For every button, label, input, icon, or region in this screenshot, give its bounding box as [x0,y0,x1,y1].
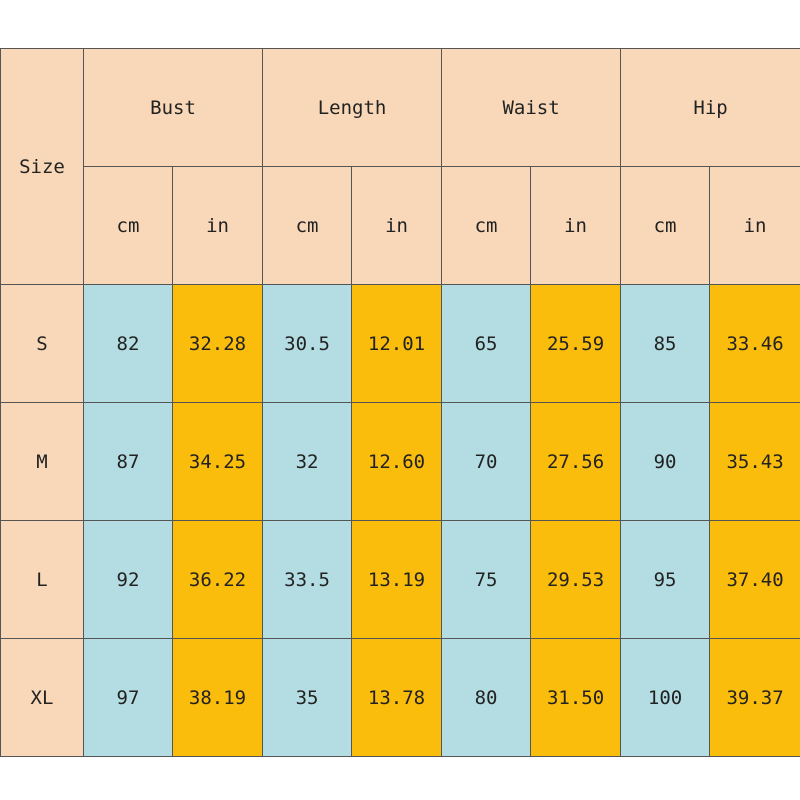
bust-in-cell: 38.19 [171,638,264,757]
waist-in-cell: 25.59 [530,284,622,403]
hip-cm-cell: 90 [620,402,711,521]
hip-cm-cell: 95 [620,520,711,639]
hip-in-cell: 35.43 [709,402,800,521]
hip-cm-unit: cm [620,166,711,285]
bust-in-cell: 36.22 [171,520,264,639]
bust-cm-unit: cm [83,166,173,285]
waist-header: Waist [441,48,622,167]
size-chart-table: Size Bust Length Waist Hip cm in cm in c… [0,48,800,757]
hip-in-unit: in [709,166,800,285]
bust-in-cell: 32.28 [171,284,264,403]
size-chart-container: Size Bust Length Waist Hip cm in cm in c… [0,48,800,757]
size-column-header: Size [0,48,84,285]
length-cm-cell: 30.5 [262,284,353,403]
length-in-cell: 12.01 [351,284,443,403]
length-cm-unit: cm [262,166,353,285]
header-row-measurements: Size Bust Length Waist Hip [0,48,800,285]
size-cell: S [0,284,84,403]
length-in-cell: 13.78 [351,638,443,757]
waist-cm-cell: 80 [441,638,532,757]
waist-cm-cell: 70 [441,402,532,521]
bust-in-unit: in [171,166,264,285]
size-cell: XL [0,638,84,757]
hip-in-cell: 39.37 [709,638,800,757]
hip-header: Hip [620,48,800,167]
length-in-cell: 13.19 [351,520,443,639]
hip-cm-cell: 85 [620,284,711,403]
table-row-m: M 87 34.25 32 12.60 70 27.56 90 35.43 [0,402,800,521]
waist-cm-cell: 75 [441,520,532,639]
bust-cm-cell: 87 [83,402,173,521]
bust-cm-cell: 92 [83,520,173,639]
length-header: Length [262,48,443,167]
waist-in-cell: 31.50 [530,638,622,757]
length-cm-cell: 32 [262,402,353,521]
bust-in-cell: 34.25 [171,402,264,521]
waist-in-cell: 29.53 [530,520,622,639]
waist-in-unit: in [530,166,622,285]
hip-cm-cell: 100 [620,638,711,757]
size-cell: L [0,520,84,639]
waist-in-cell: 27.56 [530,402,622,521]
length-in-cell: 12.60 [351,402,443,521]
bust-cm-cell: 82 [83,284,173,403]
table-row-s: S 82 32.28 30.5 12.01 65 25.59 85 33.46 [0,284,800,403]
bust-cm-cell: 97 [83,638,173,757]
length-cm-cell: 35 [262,638,353,757]
size-cell: M [0,402,84,521]
table-row-xl: XL 97 38.19 35 13.78 80 31.50 100 39.37 [0,638,800,757]
length-cm-cell: 33.5 [262,520,353,639]
bust-header: Bust [82,48,264,167]
header-row-units: cm in cm in cm in cm in [1,166,800,285]
table-row-l: L 92 36.22 33.5 13.19 75 29.53 95 37.40 [0,520,800,639]
hip-in-cell: 37.40 [709,520,800,639]
length-in-unit: in [351,166,443,285]
waist-cm-unit: cm [441,166,532,285]
hip-in-cell: 33.46 [709,284,800,403]
waist-cm-cell: 65 [441,284,532,403]
